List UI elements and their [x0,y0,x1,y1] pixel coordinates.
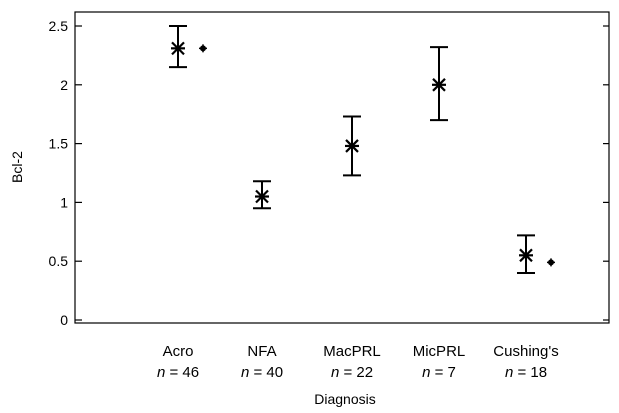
error-bar-point [169,25,187,69]
x-category-label: MacPRL [323,343,381,360]
error-bar-point [253,180,271,210]
x-category-n-label: n = 22 [331,364,373,381]
x-category-n-label: n = 40 [241,364,283,381]
x-category-n-label: n = 7 [422,364,456,381]
y-ticks: 0 0.5 1 1.5 2 2.5 [49,18,609,328]
x-category-label: MicPRL [413,343,466,360]
dot-marker [547,258,555,267]
x-category-labels: Acro n = 46 NFA n = 40 MacPRL n = 22 MicPRL n =… [157,343,559,381]
x-category-label: Acro [163,343,194,360]
dot-marker [199,44,207,53]
y-tick-label: 1 [60,194,68,210]
x-category-n-label: n = 18 [505,364,547,381]
y-tick-label: 1.5 [49,136,69,152]
y-tick-label: 0.5 [49,253,69,269]
plot-frame [74,11,610,324]
y-tick-label: 2.5 [49,18,69,34]
data-marks [169,25,555,274]
y-axis-label: Bcl-2 [9,151,25,183]
error-bar-point [430,46,448,122]
y-tick-label: 0 [60,312,68,328]
x-category-label: Cushing's [493,343,558,360]
error-bar-point [343,115,361,177]
error-bar-point [517,234,535,274]
x-category-n-label: n = 46 [157,364,199,381]
x-category-label: NFA [247,343,276,360]
x-axis-label: Diagnosis [314,391,375,407]
y-tick-label: 2 [60,77,68,93]
